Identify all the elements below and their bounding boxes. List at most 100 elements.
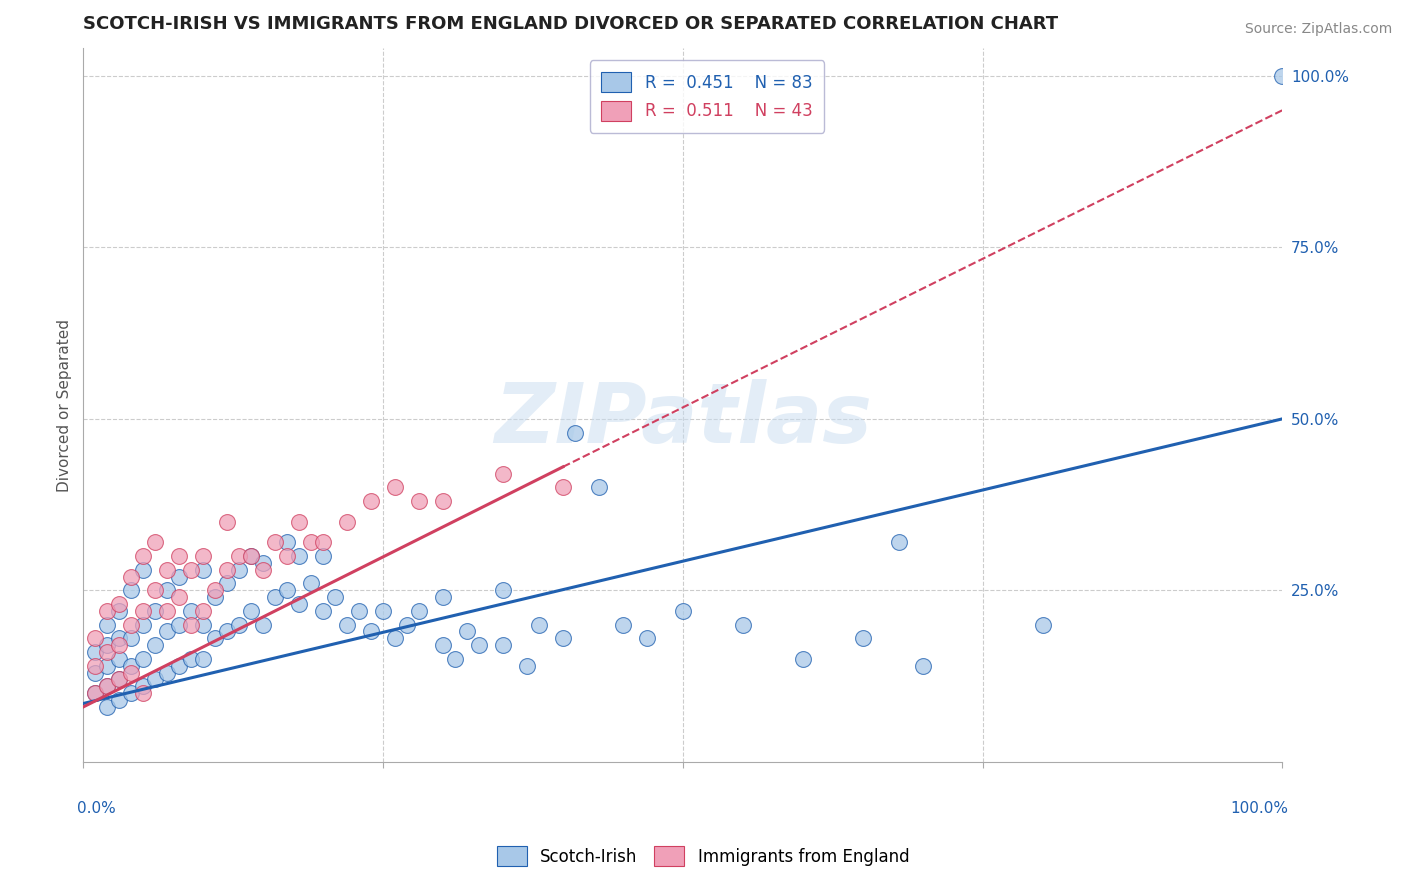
Point [132,563,155,577]
Point [323,590,346,604]
Text: 100.0%: 100.0% [1230,801,1288,816]
Point [468,638,491,652]
Text: 0.0%: 0.0% [77,801,117,816]
Point [108,673,131,687]
Point [288,597,311,611]
Legend: R =  0.451    N = 83, R =  0.511    N = 43: R = 0.451 N = 83, R = 0.511 N = 43 [589,61,824,133]
Point [180,563,202,577]
Point [143,638,166,652]
Text: Source: ZipAtlas.com: Source: ZipAtlas.com [1244,22,1392,37]
Point [252,617,274,632]
Point [288,515,311,529]
Point [299,535,322,549]
Point [432,494,454,508]
Point [108,638,131,652]
Point [312,604,335,618]
Point [132,652,155,666]
Point [108,673,131,687]
Point [120,665,142,680]
Point [228,549,250,563]
Point [180,604,202,618]
Point [156,604,179,618]
Text: SCOTCH-IRISH VS IMMIGRANTS FROM ENGLAND DIVORCED OR SEPARATED CORRELATION CHART: SCOTCH-IRISH VS IMMIGRANTS FROM ENGLAND … [83,15,1059,33]
Point [84,665,107,680]
Point [108,652,131,666]
Point [193,652,215,666]
Point [672,604,695,618]
Point [84,686,107,700]
Point [143,535,166,549]
Point [120,617,142,632]
Point [396,617,419,632]
Point [360,624,382,639]
Point [180,652,202,666]
Point [384,480,406,494]
Point [167,569,190,583]
Point [193,604,215,618]
Point [384,632,406,646]
Point [132,617,155,632]
Point [347,604,370,618]
Point [276,583,298,598]
Point [96,638,118,652]
Point [120,583,142,598]
Point [360,494,382,508]
Point [120,658,142,673]
Point [84,632,107,646]
Point [432,590,454,604]
Text: ZIPatlas: ZIPatlas [494,379,872,460]
Point [108,597,131,611]
Point [240,604,263,618]
Point [217,563,239,577]
Point [132,679,155,693]
Point [228,617,250,632]
Point [492,638,515,652]
Point [408,604,430,618]
Point [228,563,250,577]
Point [204,590,226,604]
Point [240,549,263,563]
Point [120,569,142,583]
Legend: Scotch-Irish, Immigrants from England: Scotch-Irish, Immigrants from England [488,838,918,875]
Point [527,617,550,632]
Point [96,700,118,714]
Point [1032,617,1054,632]
Point [887,535,910,549]
Point [96,658,118,673]
Point [1271,69,1294,83]
Y-axis label: Divorced or Separated: Divorced or Separated [58,318,72,491]
Point [312,549,335,563]
Point [156,665,179,680]
Point [456,624,478,639]
Point [252,563,274,577]
Point [911,658,934,673]
Point [312,535,335,549]
Point [264,590,287,604]
Point [143,583,166,598]
Point [156,624,179,639]
Point [564,425,586,440]
Point [408,494,430,508]
Point [588,480,610,494]
Point [731,617,754,632]
Point [120,632,142,646]
Point [204,632,226,646]
Point [84,686,107,700]
Point [217,576,239,591]
Point [288,549,311,563]
Point [336,617,359,632]
Point [492,467,515,481]
Point [143,604,166,618]
Point [180,617,202,632]
Point [516,658,538,673]
Point [492,583,515,598]
Point [217,624,239,639]
Point [96,604,118,618]
Point [852,632,875,646]
Point [156,563,179,577]
Point [167,658,190,673]
Point [156,583,179,598]
Point [252,556,274,570]
Point [108,632,131,646]
Point [371,604,394,618]
